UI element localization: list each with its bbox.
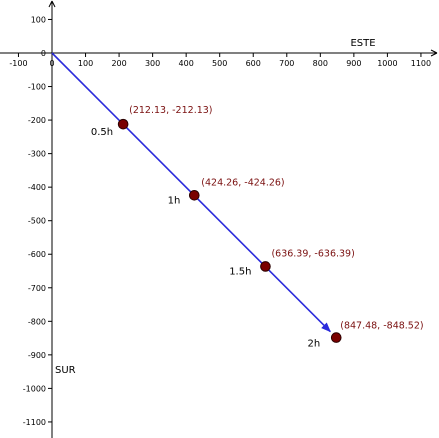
y-tick-label: -800 bbox=[28, 317, 46, 326]
coord-label: (636.39, -636.39) bbox=[271, 248, 354, 259]
y-tick-label: 0 bbox=[41, 49, 46, 58]
position-point bbox=[188, 189, 200, 201]
y-axis-arrow-icon bbox=[48, 0, 56, 8]
x-tick-label: 300 bbox=[145, 59, 160, 68]
y-tick-label: -400 bbox=[28, 183, 46, 192]
x-tick-label: 600 bbox=[246, 59, 261, 68]
position-point bbox=[330, 332, 342, 343]
x-tick-label: 1000 bbox=[377, 59, 397, 68]
y-tick-label: -700 bbox=[28, 284, 46, 293]
x-tick-label: -100 bbox=[9, 59, 27, 68]
x-tick-label: 1100 bbox=[411, 59, 431, 68]
time-label: 2h bbox=[308, 339, 321, 350]
coord-label: (424.26, -424.26) bbox=[201, 177, 284, 188]
time-label: 1.5h bbox=[229, 266, 251, 277]
time-label: 0.5h bbox=[91, 127, 113, 138]
x-tick-label: 700 bbox=[279, 59, 294, 68]
y-tick-label: -1100 bbox=[23, 418, 46, 427]
y-tick-label: 100 bbox=[31, 15, 46, 24]
x-tick-label: 0 bbox=[49, 59, 54, 68]
coord-label: (212.13, -212.13) bbox=[129, 105, 212, 116]
position-points-layer bbox=[117, 118, 342, 343]
x-tick-label: 200 bbox=[111, 59, 126, 68]
x-axis-label: ESTE bbox=[350, 38, 375, 49]
x-tick-label: 800 bbox=[313, 59, 328, 68]
position-point bbox=[117, 118, 129, 130]
y-tick-label: -100 bbox=[28, 83, 46, 92]
point-labels-layer: (212.13, -212.13) 0.5h (424.26, -424.26) 1h… bbox=[91, 105, 424, 349]
x-tick-label: 500 bbox=[212, 59, 227, 68]
x-tick-label: 900 bbox=[346, 59, 361, 68]
x-axis-arrow-icon bbox=[430, 49, 438, 57]
position-point bbox=[260, 261, 271, 272]
time-label: 1h bbox=[168, 195, 181, 206]
y-tick-label: -300 bbox=[28, 150, 46, 159]
y-tick-label: -1000 bbox=[23, 384, 46, 393]
y-tick-label: -500 bbox=[28, 217, 46, 226]
y-tick-label: -600 bbox=[28, 250, 46, 259]
y-tick-label: -200 bbox=[28, 116, 46, 125]
x-tick-label: 400 bbox=[179, 59, 194, 68]
coord-label: (847.48, -848.52) bbox=[340, 321, 423, 332]
y-tick-label: -900 bbox=[28, 351, 46, 360]
y-axis-label: SUR bbox=[55, 365, 76, 376]
x-tick-label: 100 bbox=[78, 59, 93, 68]
